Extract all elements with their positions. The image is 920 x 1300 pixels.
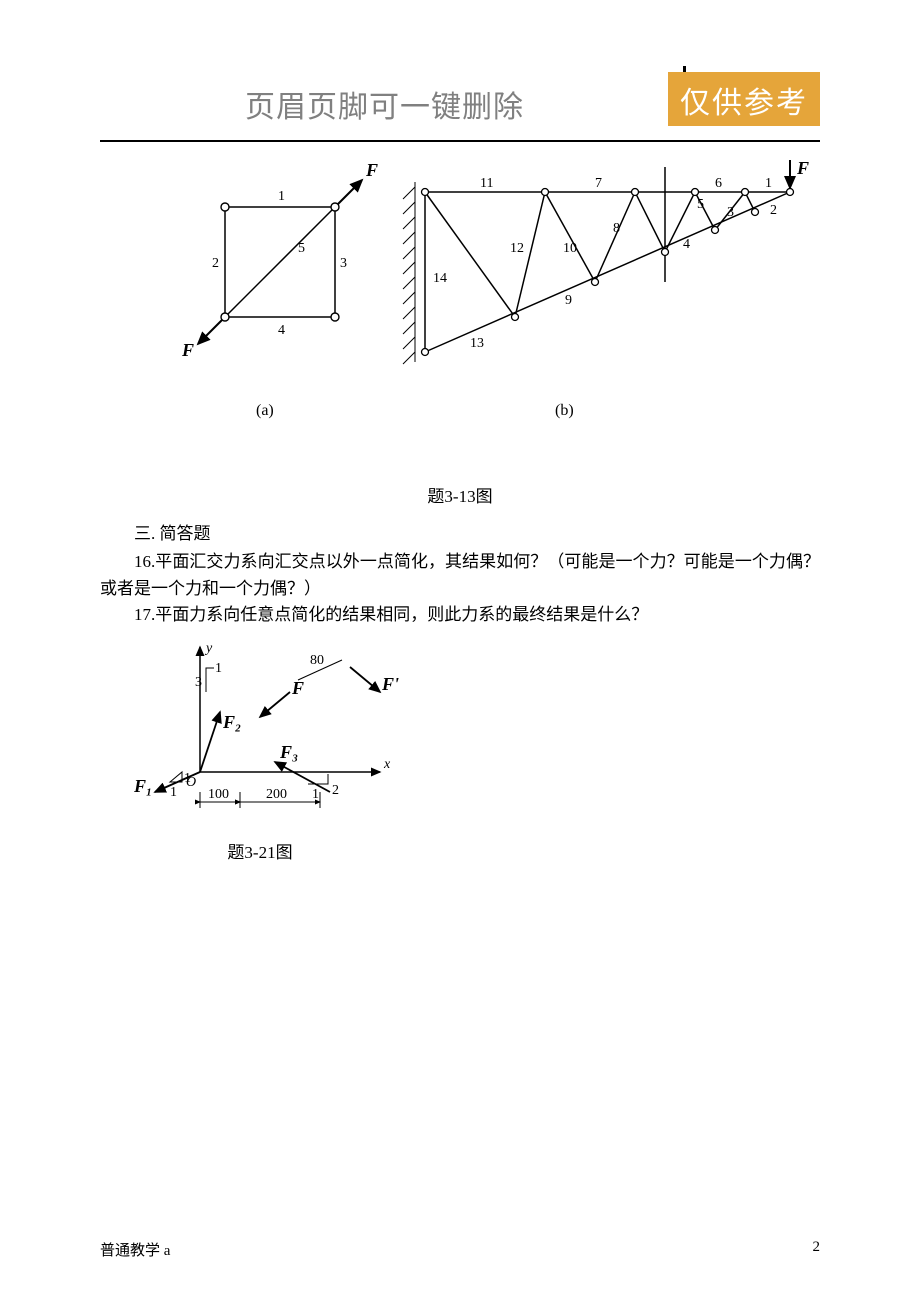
header-title: 页眉页脚可一键删除 (245, 82, 524, 126)
section-3-heading: 三. 简答题 (100, 521, 820, 547)
fig-b-m2: 2 (770, 203, 777, 218)
figure-row-313: 1 2 3 4 5 F F (100, 152, 820, 422)
dim-100: 100 (208, 787, 229, 802)
fig-a-m1: 1 (278, 189, 285, 204)
figure-313b: F 1 2 3 4 5 6 7 8 9 10 11 12 (395, 152, 815, 392)
f1-tri-1a: 1 (170, 785, 177, 800)
f1-tri-1b: 1 (184, 771, 191, 786)
caption-b: (b) (555, 402, 574, 420)
footer-page-number: 2 (813, 1239, 821, 1260)
dist-80: 80 (310, 653, 324, 668)
fig-b-m1: 1 (765, 176, 772, 191)
footer-left: 普通教学 a (100, 1239, 170, 1260)
caption-313: 题3-13图 (100, 482, 820, 507)
page-header: 页眉页脚可一键删除 仅供参考 (100, 80, 820, 134)
fig-b-m11: 11 (480, 176, 493, 191)
axis-y-label: y (204, 641, 213, 656)
axis-x-label: x (383, 757, 391, 772)
F1-label: F₁ (133, 776, 152, 796)
fig-b-m14: 14 (433, 271, 447, 286)
Fcouple-label: F (291, 678, 304, 698)
subcaption-row: (a) (b) (100, 402, 820, 426)
f2-tri-3: 3 (195, 675, 202, 690)
fig-b-m4: 4 (683, 237, 690, 252)
fig-a-F-top: F (365, 160, 378, 180)
fig-a-m5: 5 (298, 241, 305, 256)
fig-b-m13: 13 (470, 336, 484, 351)
figure-321: x y O F₁ 1 1 F₂ 1 3 F₃ 1 2 F F' (120, 632, 440, 832)
fig-b-m12: 12 (510, 241, 524, 256)
f3-tri-2: 2 (332, 783, 339, 798)
dim-200: 200 (266, 787, 287, 802)
question-17: 17.平面力系向任意点简化的结果相同，则此力系的最终结果是什么？ (100, 602, 820, 628)
fig-a-m2: 2 (212, 256, 219, 271)
body-text: 三. 简答题 16.平面汇交力系向汇交点以外一点简化，其结果如何？（可能是一个力… (100, 521, 820, 628)
page-footer: 普通教学 a 2 (100, 1239, 820, 1260)
figure-313a: 1 2 3 4 5 F F (170, 152, 380, 392)
fig-b-m10: 10 (563, 241, 577, 256)
fig-a-m3: 3 (340, 256, 347, 271)
fig-b-m7: 7 (595, 176, 602, 191)
fig-b-m5: 5 (697, 197, 704, 212)
fig-a-m4: 4 (278, 323, 285, 338)
F3-label: F₃ (279, 742, 298, 762)
header-badge: 仅供参考 (668, 72, 820, 126)
f2-tri-1: 1 (215, 661, 222, 676)
Fprime-label: F' (381, 674, 399, 694)
fig-b-m9: 9 (565, 293, 572, 308)
caption-321: 题3-21图 (120, 838, 400, 863)
fig-b-m3: 3 (727, 205, 734, 220)
fig-a-F-bot: F (181, 340, 194, 360)
caption-a: (a) (256, 402, 274, 420)
header-rule (100, 140, 820, 142)
f3-tri-1: 1 (312, 787, 319, 802)
question-16: 16.平面汇交力系向汇交点以外一点简化，其结果如何？（可能是一个力？可能是一个力… (100, 549, 820, 602)
fig-b-F: F (796, 158, 809, 178)
fig-b-m8: 8 (613, 221, 620, 236)
fig-b-m6: 6 (715, 176, 722, 191)
F2-label: F₂ (222, 712, 241, 732)
